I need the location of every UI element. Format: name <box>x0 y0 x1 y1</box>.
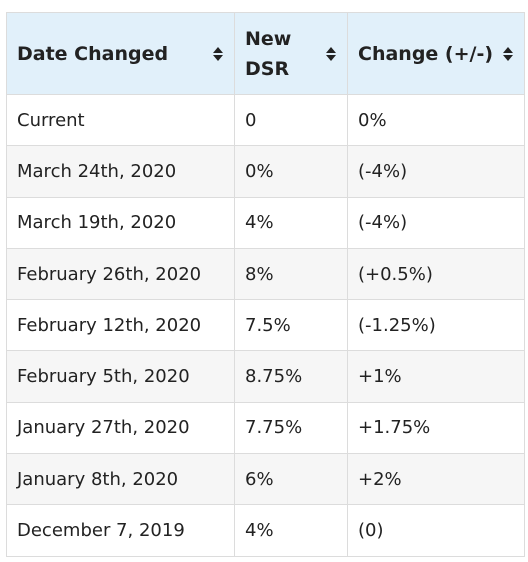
sort-icon[interactable] <box>502 45 514 63</box>
column-header-new-dsr[interactable]: New DSR <box>234 12 348 95</box>
column-header-label: Date Changed <box>17 42 169 65</box>
table-row: February 26th, 2020 8% (+0.5%) <box>6 247 525 301</box>
table-header-row: Date Changed New DSR Change (+/-) <box>6 12 525 95</box>
column-header-date-changed[interactable]: Date Changed <box>6 12 235 95</box>
table-row: March 19th, 2020 4% (-4%) <box>6 196 525 249</box>
cell-new-dsr: 0 <box>234 93 348 147</box>
cell-new-dsr: 7.5% <box>234 299 348 352</box>
table-row: February 5th, 2020 8.75% +1% <box>6 350 525 403</box>
column-header-label: New DSR <box>245 27 292 80</box>
cell-change: (0) <box>347 504 525 557</box>
cell-date-changed: February 12th, 2020 <box>6 299 235 352</box>
cell-new-dsr: 8.75% <box>234 350 348 403</box>
sort-icon[interactable] <box>212 45 224 63</box>
cell-date-changed: March 19th, 2020 <box>6 196 235 249</box>
cell-change: (-4%) <box>347 145 525 198</box>
column-header-label: Change (+/-) <box>358 42 494 65</box>
cell-change: +1.75% <box>347 401 525 455</box>
cell-change: (+0.5%) <box>347 247 525 301</box>
cell-date-changed: January 27th, 2020 <box>6 401 235 455</box>
table-body: Current 0 0% March 24th, 2020 0% (-4%) M… <box>6 93 525 557</box>
cell-new-dsr: 4% <box>234 196 348 249</box>
cell-new-dsr: 8% <box>234 247 348 301</box>
table-row: February 12th, 2020 7.5% (-1.25%) <box>6 299 525 352</box>
cell-date-changed: January 8th, 2020 <box>6 453 235 506</box>
cell-change: (-4%) <box>347 196 525 249</box>
sort-icon[interactable] <box>325 45 337 63</box>
cell-date-changed: February 5th, 2020 <box>6 350 235 403</box>
cell-change: 0% <box>347 93 525 147</box>
cell-change: +1% <box>347 350 525 403</box>
cell-change: +2% <box>347 453 525 506</box>
cell-date-changed: March 24th, 2020 <box>6 145 235 198</box>
table-row: January 8th, 2020 6% +2% <box>6 453 525 506</box>
table-header: Date Changed New DSR Change (+/-) <box>6 12 525 95</box>
dsr-table-container: Date Changed New DSR Change (+/-) <box>6 12 525 557</box>
cell-new-dsr: 0% <box>234 145 348 198</box>
table-row: January 27th, 2020 7.75% +1.75% <box>6 401 525 455</box>
cell-new-dsr: 7.75% <box>234 401 348 455</box>
cell-new-dsr: 6% <box>234 453 348 506</box>
dsr-history-table: Date Changed New DSR Change (+/-) <box>6 12 525 557</box>
table-row: December 7, 2019 4% (0) <box>6 504 525 557</box>
column-header-change[interactable]: Change (+/-) <box>347 12 525 95</box>
cell-date-changed: December 7, 2019 <box>6 504 235 557</box>
table-row: March 24th, 2020 0% (-4%) <box>6 145 525 198</box>
cell-new-dsr: 4% <box>234 504 348 557</box>
cell-date-changed: Current <box>6 93 235 147</box>
table-row: Current 0 0% <box>6 93 525 147</box>
cell-date-changed: February 26th, 2020 <box>6 247 235 301</box>
cell-change: (-1.25%) <box>347 299 525 352</box>
